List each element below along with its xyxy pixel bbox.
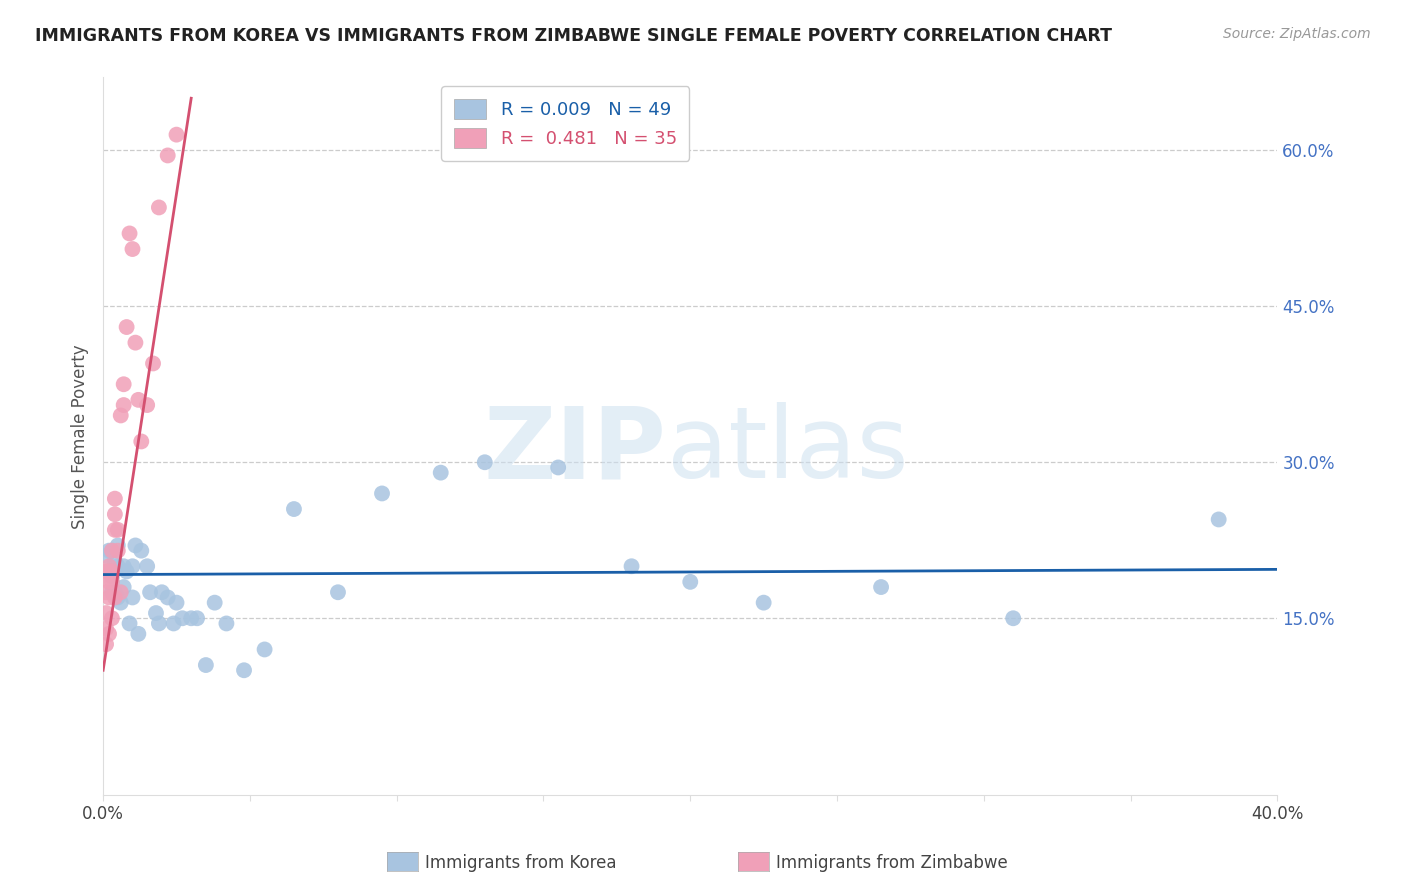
Text: Immigrants from Zimbabwe: Immigrants from Zimbabwe (776, 855, 1008, 872)
Point (112, 377, 135, 392)
Point (215, 616, 238, 631)
Point (142, 356, 165, 370)
Point (620, 559, 643, 574)
Point (107, 559, 129, 574)
Point (127, 392, 149, 407)
Text: ZIP: ZIP (484, 402, 666, 500)
Point (129, 434, 152, 449)
Point (127, 627, 149, 641)
Point (162, 616, 184, 631)
Point (326, 585, 349, 599)
Point (118, 227, 141, 241)
Point (101, 585, 124, 599)
Point (870, 580, 893, 594)
Point (121, 591, 143, 605)
Point (94, 606, 117, 620)
Text: atlas: atlas (666, 402, 908, 500)
Point (121, 559, 143, 574)
Point (186, 611, 208, 625)
Text: Source: ZipAtlas.com: Source: ZipAtlas.com (1223, 27, 1371, 41)
Point (98, 559, 121, 574)
Point (107, 523, 129, 537)
Point (180, 611, 202, 625)
Point (101, 611, 124, 625)
Point (101, 543, 124, 558)
Point (107, 591, 129, 605)
Point (752, 596, 775, 610)
Point (112, 580, 135, 594)
Point (253, 642, 276, 657)
Point (1208, 512, 1230, 526)
Point (110, 585, 132, 599)
Point (148, 201, 170, 215)
Point (115, 320, 138, 334)
Legend: R = 0.009   N = 49, R =  0.481   N = 35: R = 0.009 N = 49, R = 0.481 N = 35 (441, 87, 689, 161)
Point (1002, 611, 1025, 625)
Point (371, 486, 394, 500)
Point (115, 565, 138, 579)
Point (104, 491, 127, 506)
Point (98, 627, 121, 641)
Point (429, 466, 451, 480)
Point (145, 606, 167, 620)
Point (104, 591, 127, 605)
Point (150, 585, 173, 599)
Text: IMMIGRANTS FROM KOREA VS IMMIGRANTS FROM ZIMBABWE SINGLE FEMALE POVERTY CORRELAT: IMMIGRANTS FROM KOREA VS IMMIGRANTS FROM… (35, 27, 1112, 45)
Point (104, 523, 127, 537)
Point (94, 549, 117, 563)
Point (101, 565, 124, 579)
Point (118, 616, 141, 631)
Point (474, 455, 496, 469)
Point (98, 543, 121, 558)
Point (112, 398, 135, 412)
Point (107, 543, 129, 558)
Point (148, 616, 170, 631)
Point (104, 554, 127, 568)
Point (156, 148, 179, 162)
Point (139, 585, 162, 599)
Point (194, 658, 217, 673)
Point (204, 596, 226, 610)
Point (283, 502, 305, 516)
Point (166, 128, 188, 142)
Point (124, 335, 146, 350)
Point (94, 637, 117, 651)
Point (110, 409, 132, 423)
Point (101, 543, 124, 558)
Point (547, 460, 569, 475)
Point (98, 565, 121, 579)
Point (98, 574, 121, 589)
Y-axis label: Single Female Poverty: Single Female Poverty (72, 344, 89, 529)
Point (679, 574, 702, 589)
Point (94, 622, 117, 636)
Point (156, 591, 179, 605)
Point (94, 585, 117, 599)
Point (121, 242, 143, 256)
Point (101, 574, 124, 589)
Point (98, 591, 121, 605)
Point (101, 569, 124, 583)
Point (136, 398, 159, 412)
Point (129, 543, 152, 558)
Point (172, 611, 194, 625)
Point (136, 559, 159, 574)
Point (112, 559, 135, 574)
Point (104, 585, 127, 599)
Point (233, 663, 256, 677)
Point (110, 596, 132, 610)
Point (166, 596, 188, 610)
Point (94, 565, 117, 579)
Point (98, 565, 121, 579)
Point (107, 538, 129, 552)
Point (104, 508, 127, 522)
Point (124, 538, 146, 552)
Text: Immigrants from Korea: Immigrants from Korea (425, 855, 616, 872)
